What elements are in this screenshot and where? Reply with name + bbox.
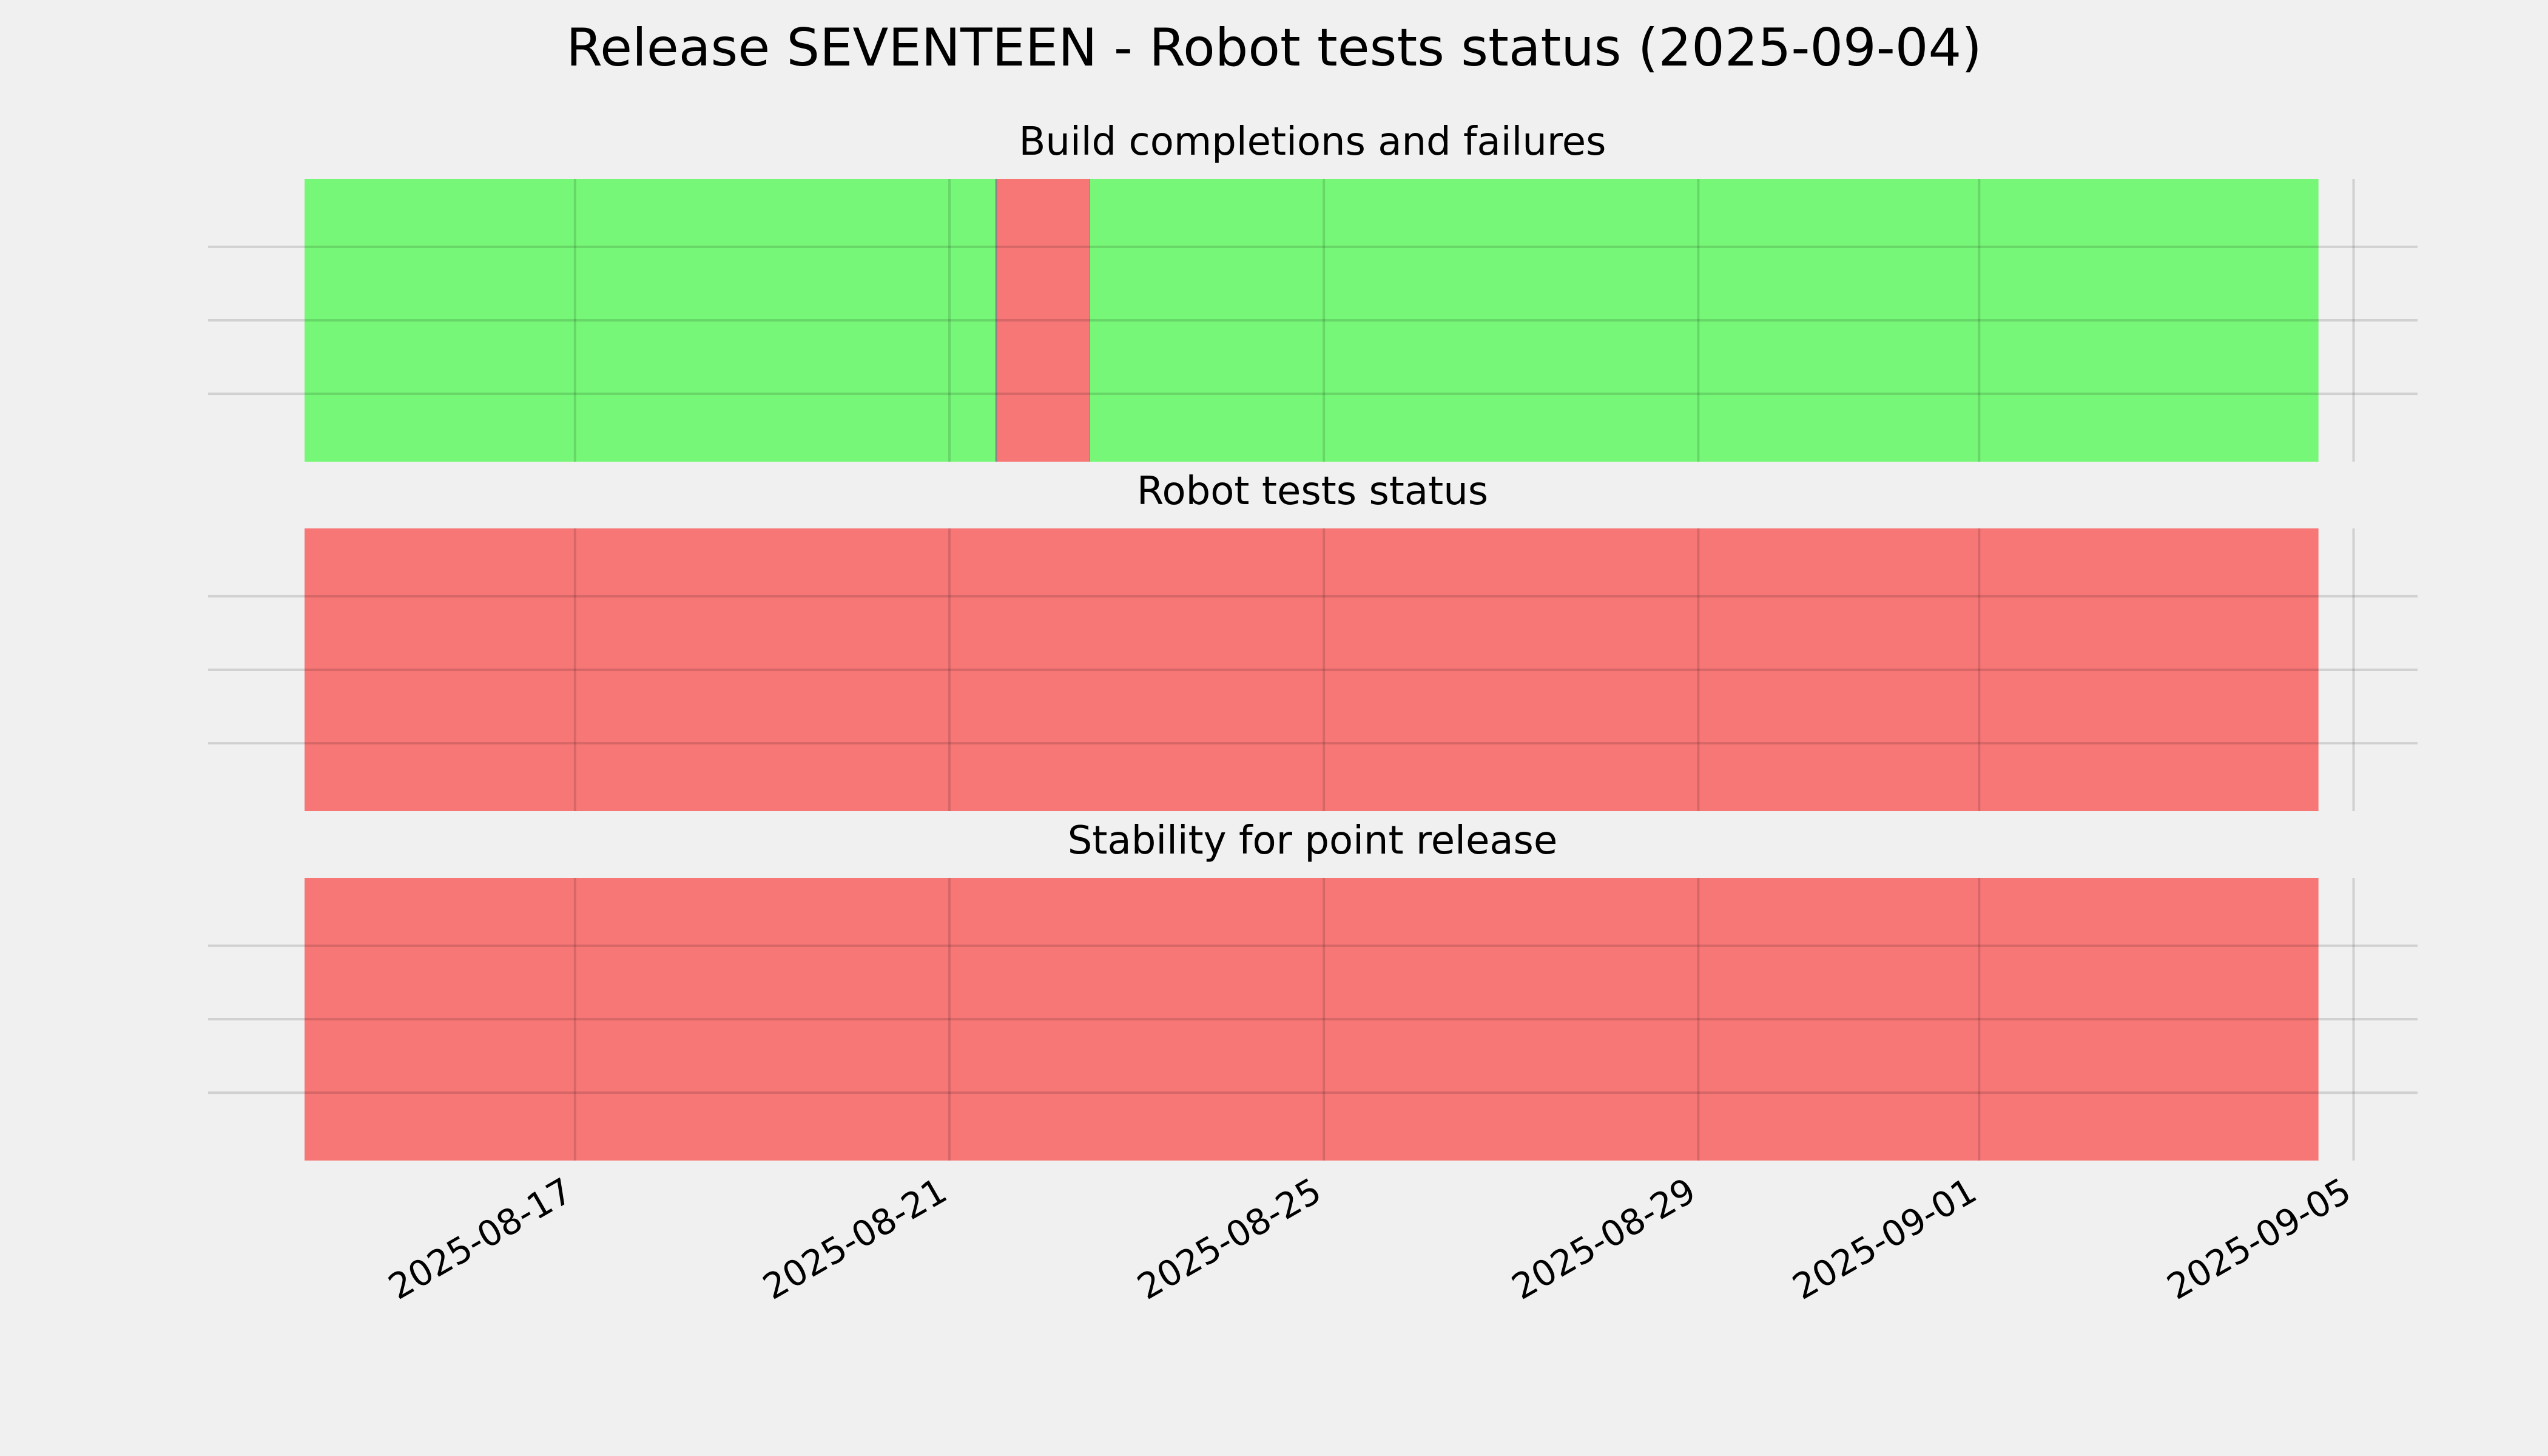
- x-tick-label: 2025-08-29: [1505, 1170, 1702, 1307]
- chart-title: Release SEVENTEEN - Robot tests status (…: [566, 18, 1982, 78]
- x-tick-label: 2025-08-17: [382, 1170, 579, 1307]
- x-tick-label: 2025-08-21: [756, 1170, 954, 1307]
- panel-title: Stability for point release: [1068, 818, 1558, 863]
- status-segment-fail: [996, 179, 1090, 462]
- panel-title: Build completions and failures: [1019, 120, 1606, 164]
- status-segment-pass: [305, 179, 997, 462]
- x-tick-label: 2025-09-01: [1785, 1170, 1983, 1307]
- x-tick-label: 2025-08-25: [1130, 1170, 1328, 1307]
- panel-title: Robot tests status: [1137, 469, 1488, 514]
- status-segment-fail: [305, 878, 2319, 1161]
- status-segment-fail: [305, 528, 2319, 811]
- status-segment-pass: [1090, 179, 2319, 462]
- x-tick-label: 2025-09-05: [2160, 1170, 2358, 1307]
